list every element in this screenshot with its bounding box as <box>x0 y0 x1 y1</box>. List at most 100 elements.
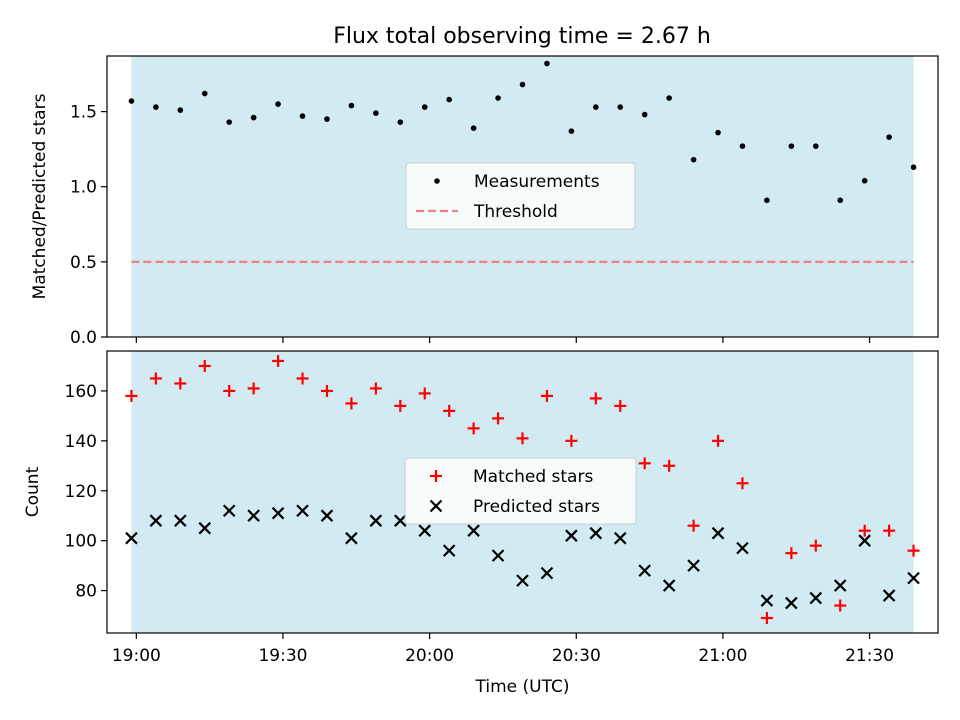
top-y-axis: 0.0 0.5 1.0 1.5 <box>70 103 107 348</box>
predicted-star-point <box>711 526 725 540</box>
matched-star-point <box>614 399 627 412</box>
matched-star-point <box>394 399 407 412</box>
matched-star-point <box>125 389 138 402</box>
y-tick-label: 0.5 <box>70 253 97 273</box>
predicted-star-point <box>785 596 798 610</box>
measurement-point <box>373 110 379 116</box>
measurement-point <box>910 164 917 170</box>
matched-star-point <box>540 389 553 402</box>
matched-star-point <box>687 519 700 532</box>
measurement-point <box>128 98 135 104</box>
predicted-star-point <box>247 509 260 522</box>
y-tick-label: 1.0 <box>70 178 97 198</box>
y-tick-label: 140 <box>65 432 97 452</box>
predicted-star-point <box>833 579 847 592</box>
top-x-ticks <box>135 337 871 343</box>
measurement-point <box>641 111 648 118</box>
legend-predicted-marker <box>429 499 443 513</box>
matched-star-point <box>712 434 725 447</box>
bottom-legend-box <box>404 457 637 525</box>
predicted-star-point <box>345 531 358 545</box>
matched-star-point <box>272 354 285 367</box>
matched-star-point <box>345 397 358 410</box>
predicted-star-point <box>760 594 774 607</box>
y-tick-label: 100 <box>65 532 97 552</box>
predicted-star-point <box>516 574 529 587</box>
top-legend: Measurements Threshold <box>405 162 636 230</box>
measurement-point <box>226 119 233 125</box>
measurement-point <box>788 143 795 149</box>
measurement-points <box>128 60 917 204</box>
legend-threshold-label: Threshold <box>473 202 558 222</box>
measurement-point <box>153 104 159 110</box>
predicted-star-point <box>638 564 651 577</box>
measurement-point <box>250 114 257 121</box>
matched-star-point <box>809 539 822 552</box>
legend-matched-label: Matched stars <box>473 467 593 487</box>
measurement-point <box>324 116 330 122</box>
predicted-star-point <box>222 504 236 517</box>
measurement-point <box>544 60 550 67</box>
chart-title: Flux total observing time = 2.67 h <box>333 24 711 49</box>
predicted-star-point <box>271 506 285 520</box>
measurement-point <box>812 143 819 149</box>
measurement-point <box>519 81 526 88</box>
measurement-point <box>299 113 306 119</box>
measurement-point <box>275 101 281 107</box>
matched-star-point <box>418 387 431 400</box>
bottom-panel: 80 100 120 140 160 19:00 19:30 20:00 20:30 21:00… <box>23 350 939 697</box>
predicted-star-point <box>125 531 138 545</box>
predicted-star-point <box>442 544 456 557</box>
predicted-star-point <box>589 526 603 540</box>
matched-star-point <box>834 599 847 612</box>
y-tick-label: 160 <box>65 382 97 402</box>
legend-predicted-label: Predicted stars <box>473 497 600 517</box>
measurement-point <box>617 104 624 110</box>
measurement-point <box>470 125 477 131</box>
measurement-point <box>739 143 746 149</box>
measurement-point <box>690 156 697 163</box>
matched-star-point <box>149 372 162 385</box>
predicted-star-point <box>907 571 920 585</box>
matched-star-point <box>296 372 309 385</box>
predicted-star-point <box>320 509 334 522</box>
matched-star-point <box>565 434 578 447</box>
y-tick-label: 120 <box>65 482 97 502</box>
top-y-axis-label: Matched/Predicted stars <box>30 93 50 299</box>
x-tick-label: 21:00 <box>698 646 747 666</box>
measurement-point <box>568 128 575 134</box>
matched-star-point <box>663 459 676 472</box>
predicted-star-point <box>540 566 554 580</box>
predicted-star-point <box>882 589 896 602</box>
predicted-star-point <box>736 541 749 555</box>
bottom-legend: Matched stars Predicted stars <box>404 457 637 525</box>
x-tick-label: 20:30 <box>552 646 601 666</box>
predicted-star-points <box>125 504 920 610</box>
measurement-point <box>886 134 892 140</box>
legend-matched-marker <box>430 470 442 482</box>
predicted-star-point <box>662 579 676 592</box>
matched-star-point <box>467 422 480 435</box>
measurement-point <box>446 96 452 103</box>
legend-measurements-label: Measurements <box>474 172 600 192</box>
y-tick-label: 1.5 <box>70 103 97 123</box>
measurement-point <box>715 129 721 136</box>
matched-star-points <box>125 354 920 625</box>
matched-star-point <box>858 524 871 537</box>
legend-x-glyph <box>429 499 443 513</box>
top-panel: 0.0 0.5 1.0 1.5 Matched/Predicted stars Mea… <box>30 55 939 348</box>
x-tick-label: 21:30 <box>845 646 894 666</box>
measurement-point <box>495 95 501 101</box>
matched-star-point <box>223 384 236 397</box>
matched-star-point <box>760 612 773 625</box>
predicted-star-point <box>687 559 700 572</box>
measurement-point <box>837 197 844 204</box>
top-legend-box <box>405 162 636 230</box>
measurement-point <box>421 104 428 110</box>
legend-plus-glyph <box>430 470 442 482</box>
bottom-y-axis-label: Count <box>23 466 43 517</box>
measurement-point <box>593 104 599 110</box>
predicted-star-point <box>467 524 480 537</box>
matched-star-point <box>320 384 333 397</box>
